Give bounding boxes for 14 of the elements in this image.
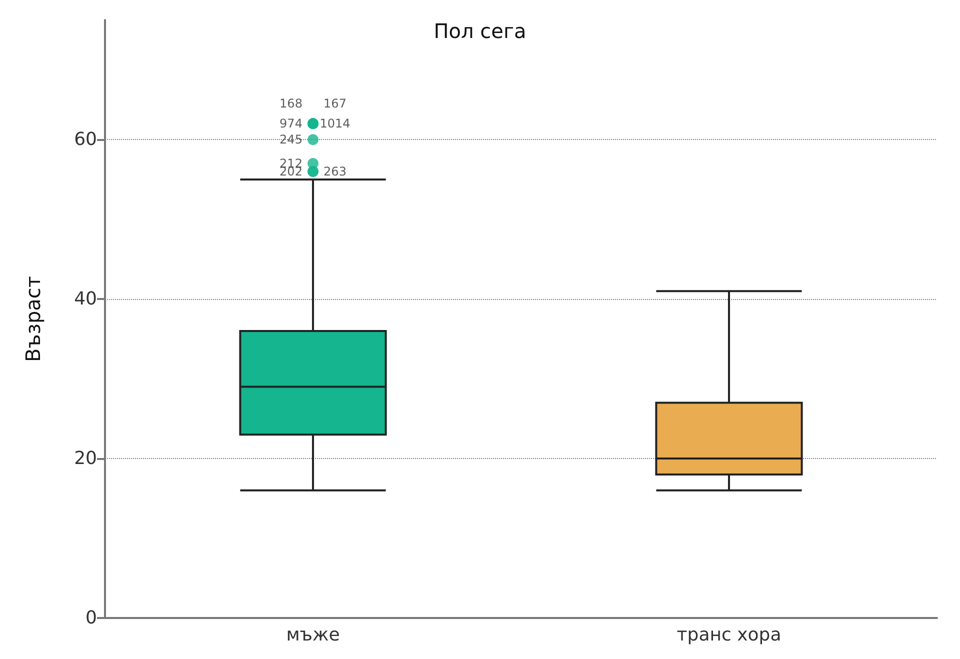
y-tick-label: 40 (74, 288, 97, 310)
annotation: 245 (280, 132, 302, 147)
annotation: 974 (280, 116, 302, 131)
y-tick-label: 0 (86, 608, 97, 628)
annotation: 1014 (320, 116, 350, 131)
annotation: 168 (280, 96, 302, 111)
y-axis-title: Възраст (21, 276, 45, 362)
chart-title: Пол сега (434, 19, 526, 43)
x-tick-label: мъже (286, 624, 340, 646)
y-tick-label: 20 (74, 448, 97, 470)
annotation: 263 (324, 164, 346, 178)
x-tick-label: транс хора (676, 624, 782, 646)
y-tick-label: 60 (74, 129, 97, 150)
annotation: 167 (324, 96, 346, 111)
